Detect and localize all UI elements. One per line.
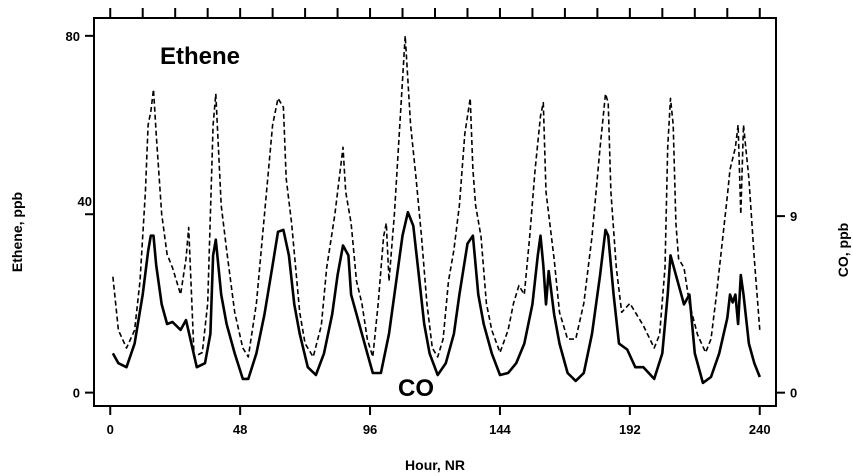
x-tick-label: 0 — [107, 422, 114, 437]
annotation-co: CO — [398, 375, 434, 402]
ticks: 0 48 96 144 192 240 0 40 80 0 9 — [66, 8, 797, 437]
y-left-tick-label: 40 — [78, 194, 92, 209]
annotation-ethene: Ethene — [160, 43, 240, 70]
x-tick-label: 96 — [363, 422, 377, 437]
y-axis-title-left: Ethene, ppb — [9, 192, 25, 272]
x-tick-label: 240 — [749, 422, 771, 437]
x-tick-label: 144 — [489, 422, 511, 437]
x-tick-label: 192 — [619, 422, 641, 437]
series — [111, 34, 762, 385]
y-left-tick-label: 80 — [66, 29, 80, 44]
y-left-tick-label: 0 — [73, 386, 80, 401]
plot-frame — [93, 17, 777, 407]
y-axis-title-right: CO, ppb — [835, 223, 851, 277]
x-tick-label: 48 — [233, 422, 247, 437]
y-right-tick-label: 9 — [790, 209, 797, 224]
series-co-line — [111, 210, 762, 385]
x-axis-title: Hour, NR — [405, 457, 465, 473]
series-ethene-line — [112, 34, 761, 358]
y-right-tick-label: 0 — [790, 386, 797, 401]
